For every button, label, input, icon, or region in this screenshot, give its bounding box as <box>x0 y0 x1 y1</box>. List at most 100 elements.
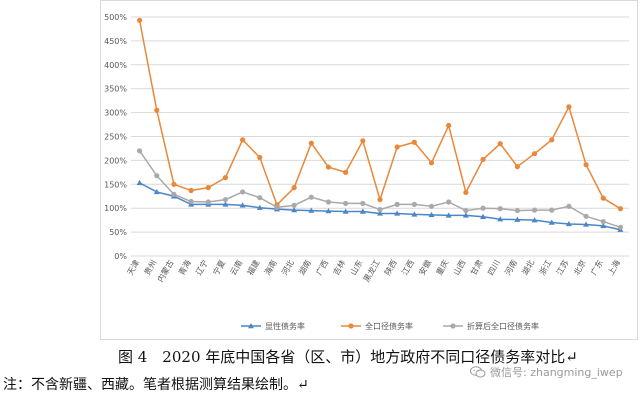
data-point <box>497 206 503 212</box>
data-point <box>480 156 486 163</box>
data-point <box>463 189 469 196</box>
x-tick-label: 湖北 <box>520 259 536 277</box>
data-point <box>256 204 263 210</box>
data-point <box>600 218 606 225</box>
x-tick-label: 内蒙古 <box>155 258 176 284</box>
y-tick-label: 0% <box>114 252 127 261</box>
legend-marker <box>248 323 254 329</box>
series-1 <box>136 179 624 232</box>
data-point <box>548 219 555 225</box>
data-point <box>308 207 315 213</box>
data-point <box>462 212 469 218</box>
legend-item: 显性债务率 <box>241 321 305 331</box>
data-point <box>359 208 366 214</box>
legend-marker <box>348 323 354 329</box>
data-point <box>188 187 194 194</box>
y-tick-label: 500% <box>104 13 127 22</box>
series-line <box>138 150 621 229</box>
data-point <box>463 207 469 214</box>
data-point <box>600 195 606 201</box>
x-tick-label: 河北 <box>279 258 296 277</box>
x-tick-label: 河南 <box>502 258 519 277</box>
x-tick-label: 北京 <box>571 258 588 277</box>
data-point <box>480 213 487 220</box>
legend-item: 全口径债务率 <box>341 321 413 331</box>
data-point <box>240 137 246 143</box>
y-tick-label: 100% <box>104 204 127 213</box>
series-group <box>136 17 624 232</box>
legend-item: 折算后全口径债务率 <box>443 321 539 331</box>
x-tick-label: 陕西 <box>382 258 399 277</box>
data-point <box>222 201 229 207</box>
data-point <box>428 203 435 209</box>
line-chart: 0% 50% 100% 150% 200% 250% 300% 350% 400% 450% 500… <box>104 13 629 331</box>
data-point <box>136 17 143 23</box>
series-3 <box>136 148 624 230</box>
x-tick-label: 福建 <box>245 258 262 277</box>
data-point <box>394 201 400 207</box>
x-tick-label: 重庆 <box>434 258 451 277</box>
x-tick-label: 山西 <box>451 258 468 277</box>
x-tick-label: 江苏 <box>554 258 571 277</box>
series-line <box>139 182 621 231</box>
x-tick-label: 甘肃 <box>468 258 485 277</box>
data-point <box>240 189 246 195</box>
y-tick-label: 250% <box>104 133 127 142</box>
data-point <box>531 217 538 223</box>
legend-marker <box>450 323 456 329</box>
data-point <box>446 199 452 205</box>
data-point <box>514 216 521 222</box>
data-point <box>583 162 589 168</box>
data-point <box>291 185 297 191</box>
x-tick-label: 云南 <box>228 258 245 277</box>
data-point <box>531 151 538 157</box>
data-point <box>308 140 314 146</box>
data-point <box>411 201 417 207</box>
x-tick-label: 海南 <box>262 258 279 277</box>
data-point <box>583 213 589 219</box>
data-point <box>360 200 366 207</box>
data-point <box>394 144 400 150</box>
x-tick-label: 湖南 <box>296 258 313 277</box>
x-tick-label: 宁夏 <box>211 258 228 277</box>
data-point <box>291 202 297 208</box>
data-point <box>428 160 435 166</box>
data-point <box>171 191 177 197</box>
data-point <box>222 175 229 181</box>
data-point <box>360 138 366 144</box>
data-point <box>136 179 143 186</box>
data-point <box>257 195 263 201</box>
data-point <box>600 222 607 229</box>
watermark-text: 微信号: zhangming_iwep <box>490 366 623 379</box>
data-point <box>549 137 555 143</box>
data-point <box>497 141 503 147</box>
data-point <box>565 220 572 227</box>
y-tick-label: 300% <box>104 109 127 118</box>
data-point <box>308 194 314 200</box>
legend-label: 显性债务率 <box>265 321 305 331</box>
x-tick-label: 浙江 <box>537 258 554 277</box>
data-point <box>136 148 143 154</box>
figure-caption: 图 4 2020 年底中国各省（区、市）地方政府不同口径债务率对比↵ <box>118 348 578 366</box>
watermark: 微信号: zhangming_iwep <box>470 364 623 380</box>
x-tick-label: 天津 <box>125 258 142 277</box>
data-point <box>583 221 590 227</box>
data-point <box>531 207 538 213</box>
data-point <box>171 181 177 187</box>
x-tick-label: 辽宁 <box>193 258 210 277</box>
x-tick-label: 青海 <box>176 258 193 277</box>
data-point <box>617 206 624 212</box>
data-point <box>377 196 383 203</box>
data-point <box>480 205 486 211</box>
data-point <box>154 107 160 113</box>
data-point <box>343 200 349 207</box>
x-tick-label: 黑龙江 <box>361 258 382 284</box>
x-tick-label: 上海 <box>605 258 622 277</box>
data-point <box>188 198 194 205</box>
data-point <box>342 208 349 214</box>
series-line <box>138 20 621 210</box>
data-point <box>411 211 418 217</box>
x-tick-label: 山东 <box>348 258 365 277</box>
data-point <box>514 207 520 214</box>
wechat-icon <box>470 366 486 378</box>
